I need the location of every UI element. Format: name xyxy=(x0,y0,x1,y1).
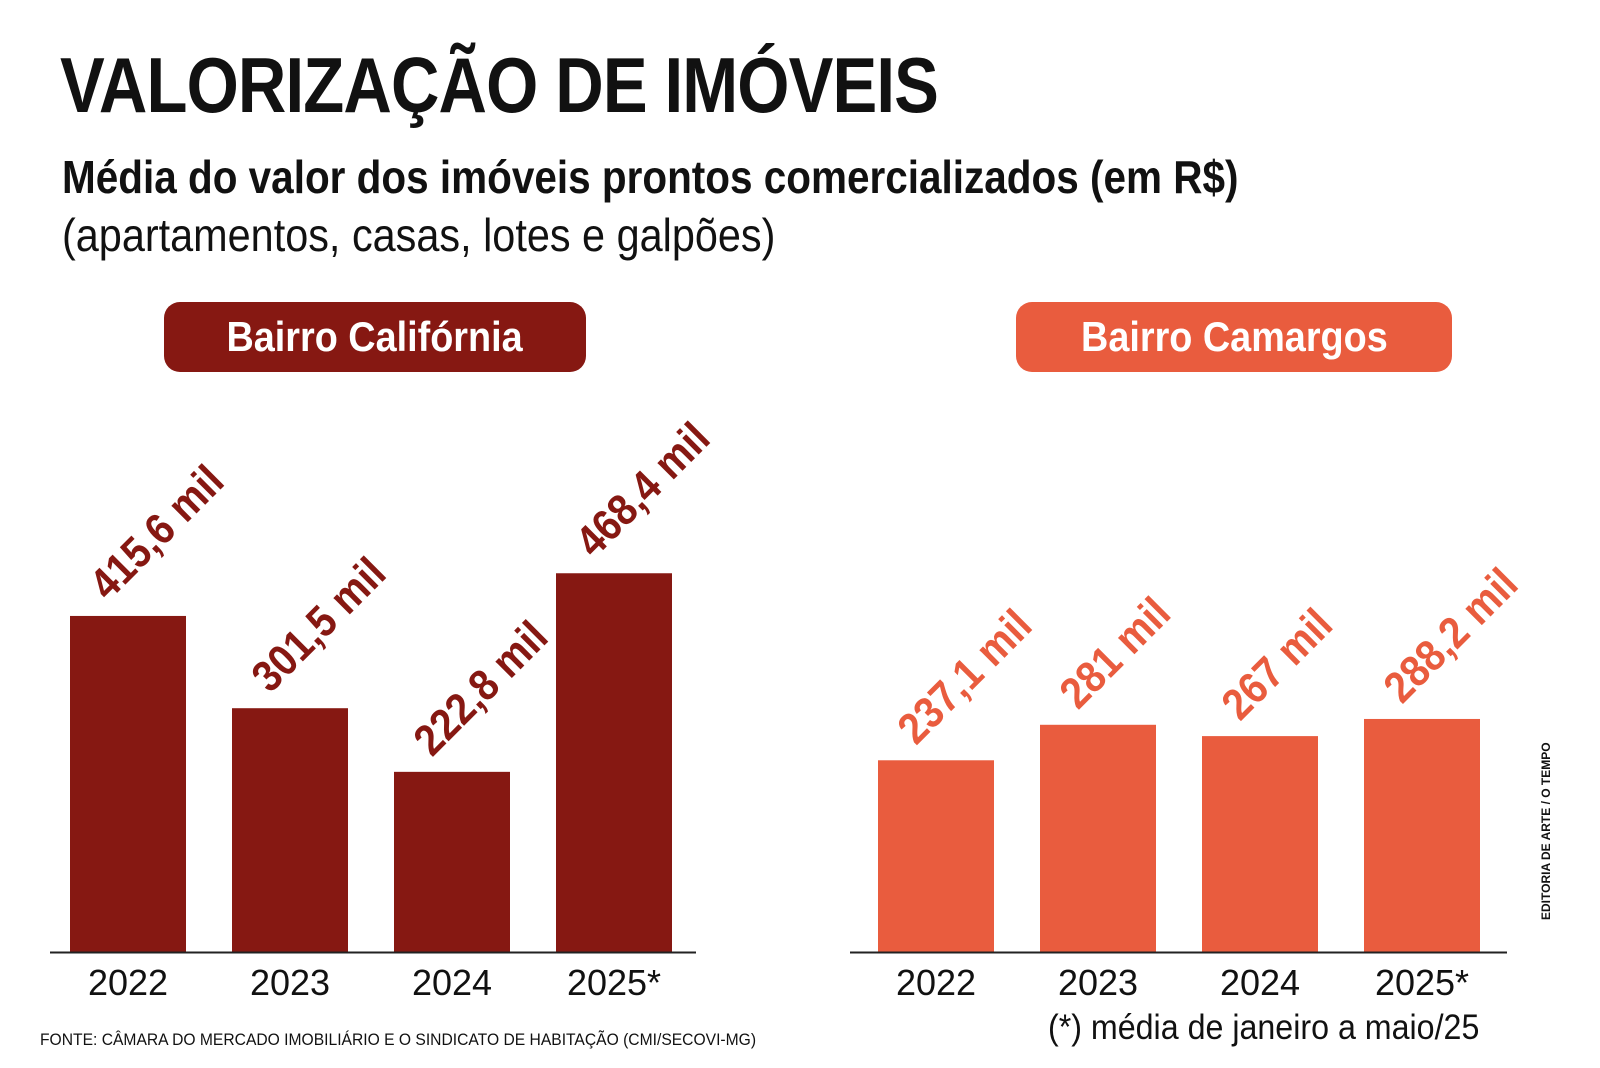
tick-label-camargos-2025: 2025* xyxy=(1375,962,1469,1003)
chart-panel-california: 415,6 mil 2022 301,5 mil 2023 222,8 mil 2024 4… xyxy=(50,413,719,1003)
source-note: FONTE: CÂMARA DO MERCADO IMOBILIÁRIO E O… xyxy=(40,1030,757,1049)
tick-label-camargos-2024: 2024 xyxy=(1220,962,1300,1003)
data-label-camargos-2024: 267 mil xyxy=(1212,599,1342,729)
bar-california-2023 xyxy=(232,708,348,952)
tick-label-california-2022: 2022 xyxy=(88,962,168,1003)
data-label-california-2022: 415,6 mil xyxy=(80,455,233,608)
tick-label-california-2024: 2024 xyxy=(412,962,492,1003)
data-label-california-2024: 222,8 mil xyxy=(404,611,557,764)
panel-title-california: Bairro Califórnia xyxy=(164,302,586,372)
bar-california-2025 xyxy=(556,573,672,952)
page-title: VALORIZAÇÃO DE IMÓVEIS xyxy=(60,41,939,129)
bar-camargos-2023 xyxy=(1040,724,1156,952)
data-label-california-2023: 301,5 mil xyxy=(242,548,395,701)
data-label-camargos-2025: 288,2 mil xyxy=(1374,558,1527,711)
tick-label-camargos-2022: 2022 xyxy=(896,962,976,1003)
bar-california-2022 xyxy=(70,615,186,952)
panel-title-california-label: Bairro Califórnia xyxy=(226,313,524,360)
data-label-camargos-2023: 281 mil xyxy=(1050,588,1180,718)
footnote: (*) média de janeiro a maio/25 xyxy=(1048,1008,1480,1047)
bar-camargos-2025 xyxy=(1364,718,1480,952)
tick-label-california-2023: 2023 xyxy=(250,962,330,1003)
chart-subnote: (apartamentos, casas, lotes e galpões) xyxy=(62,209,776,261)
tick-label-california-2025: 2025* xyxy=(567,962,661,1003)
bar-camargos-2024 xyxy=(1202,736,1318,952)
tick-label-camargos-2023: 2023 xyxy=(1058,962,1138,1003)
chart-subtitle: Média do valor dos imóveis prontos comer… xyxy=(62,151,1239,203)
bar-california-2024 xyxy=(394,771,510,952)
chart-panel-camargos: 237,1 mil 2022 281 mil 2023 267 mil 2024 288,2… xyxy=(850,558,1527,1003)
data-label-camargos-2022: 237,1 mil xyxy=(888,600,1041,753)
bar-camargos-2022 xyxy=(878,760,994,952)
credit-line: EDITORIA DE ARTE / O TEMPO xyxy=(1539,742,1553,920)
panel-title-camargos-label: Bairro Camargos xyxy=(1080,313,1388,360)
data-label-california-2025: 468,4 mil xyxy=(566,413,719,566)
panel-title-camargos: Bairro Camargos xyxy=(1016,302,1452,372)
